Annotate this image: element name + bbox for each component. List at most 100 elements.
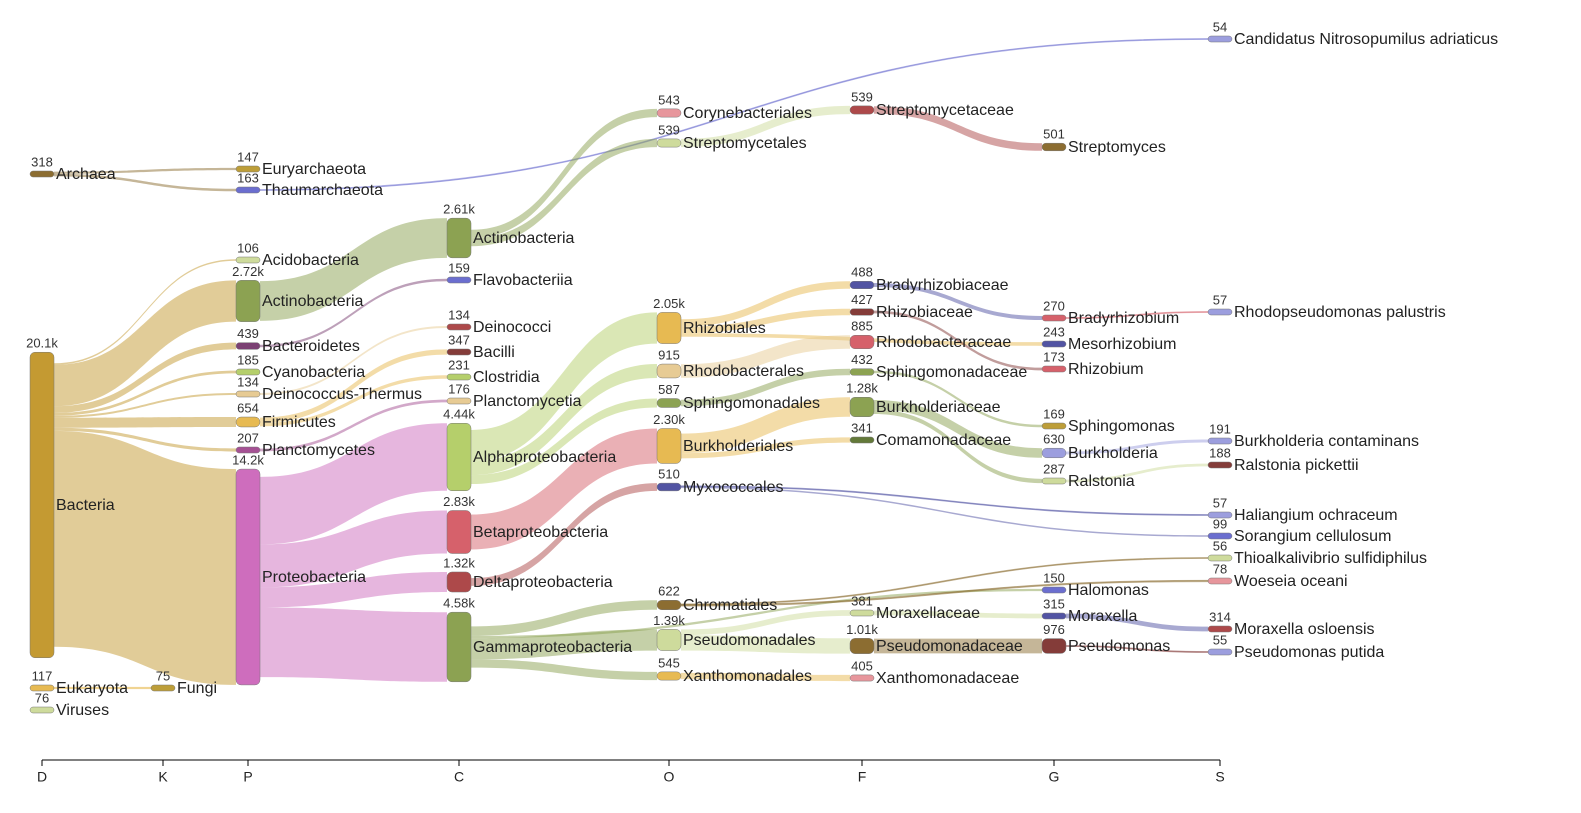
node-name: Candidatus Nitrosopumilus adriaticus [1234, 31, 1498, 48]
axis-tick-label: S [1215, 769, 1224, 785]
node-name: Clostridia [473, 369, 540, 386]
node [446, 397, 472, 405]
node-name: Bacteroidetes [262, 338, 360, 355]
node [446, 323, 472, 331]
node-name: Sphingomonadales [683, 395, 820, 412]
node-value-label: 488 [851, 265, 873, 280]
node [29, 170, 55, 178]
node-value-label: 543 [658, 92, 680, 107]
node [1207, 577, 1233, 585]
node [1041, 638, 1067, 654]
node [849, 105, 875, 115]
link [681, 335, 850, 378]
link [874, 400, 1042, 458]
link [681, 397, 850, 454]
link [874, 610, 1042, 619]
node-value-label: 587 [658, 382, 680, 397]
node [235, 256, 261, 264]
link [874, 106, 1042, 151]
link [681, 610, 850, 636]
node-name: Betaproteobacteria [473, 524, 608, 541]
node-value-label: 2.05k [653, 296, 685, 311]
node-value-label: 20.1k [26, 336, 58, 351]
node-name: Deltaproteobacteria [473, 574, 613, 591]
node [1207, 532, 1233, 540]
link [471, 629, 657, 660]
node-value-label: 159 [448, 260, 470, 275]
node-name: Rhizobium [1068, 361, 1144, 378]
link [681, 486, 1208, 537]
node-name: Sorangium cellulosum [1234, 528, 1391, 545]
link [54, 167, 236, 174]
node-name: Moraxellaceae [876, 605, 980, 622]
node-value-label: 318 [31, 154, 53, 169]
node [849, 397, 875, 417]
node-name: Fungi [177, 680, 217, 697]
node [29, 351, 55, 659]
link [471, 428, 657, 550]
node [235, 186, 261, 194]
node-value-label: 2.30k [653, 412, 685, 427]
node-name: Haliangium ochraceum [1234, 507, 1398, 524]
node-name: Firmicutes [262, 414, 336, 431]
node [1207, 308, 1233, 316]
node [446, 571, 472, 593]
link [471, 312, 657, 462]
node-value-label: 1.28k [846, 381, 878, 396]
node [235, 368, 261, 376]
link [260, 375, 447, 427]
node-value-label: 134 [237, 374, 259, 389]
node-name: Rhodobacteraceae [876, 334, 1011, 351]
node-name: Burkholderiales [683, 438, 793, 455]
node-name: Rhodobacterales [683, 363, 804, 380]
link [260, 325, 447, 396]
node-value-label: 630 [1043, 432, 1065, 447]
node [849, 281, 875, 289]
node-value-label: 510 [658, 467, 680, 482]
node-name: Pseudomonas putida [1234, 644, 1384, 661]
node-name: Burkholderiaceae [876, 399, 1001, 416]
node-name: Actinobacteria [473, 230, 574, 247]
node-value-label: 243 [1043, 324, 1065, 339]
node-value-label: 188 [1209, 445, 1231, 460]
node-name: Alphaproteobacteria [473, 449, 616, 466]
node [29, 706, 55, 714]
node-name: Planctomycetia [473, 393, 582, 410]
link [260, 607, 447, 682]
node-value-label: 106 [237, 240, 259, 255]
link [874, 409, 1042, 484]
node [235, 468, 261, 686]
node [656, 671, 682, 681]
node [446, 348, 472, 356]
node-value-label: 501 [1043, 127, 1065, 142]
link [54, 259, 236, 365]
node-value-label: 78 [1213, 561, 1227, 576]
node [656, 363, 682, 379]
node [1041, 314, 1067, 322]
node-value-label: 885 [851, 319, 873, 334]
node-name: Halomonas [1068, 582, 1149, 599]
link [681, 308, 850, 334]
link [260, 510, 447, 588]
link [54, 173, 236, 192]
link [874, 638, 1042, 654]
node-name: Pseudomonadales [683, 632, 816, 649]
node-value-label: 191 [1209, 421, 1231, 436]
node-name: Gammaproteobacteria [473, 639, 632, 656]
node [235, 390, 261, 398]
node-value-label: 405 [851, 658, 873, 673]
node-value-label: 14.2k [232, 453, 264, 468]
node [849, 638, 875, 654]
axis-tick-label: C [454, 769, 464, 785]
node-name: Flavobacteriia [473, 272, 573, 289]
node-value-label: 545 [658, 655, 680, 670]
node-name: Eukaryota [56, 680, 128, 697]
node [1041, 365, 1067, 373]
link [54, 417, 236, 428]
node-name: Deinococcus-Thermus [262, 386, 422, 403]
node-value-label: 622 [658, 584, 680, 599]
node-name: Sphingomonas [1068, 418, 1175, 435]
node [656, 312, 682, 344]
node-value-label: 76 [35, 690, 49, 705]
